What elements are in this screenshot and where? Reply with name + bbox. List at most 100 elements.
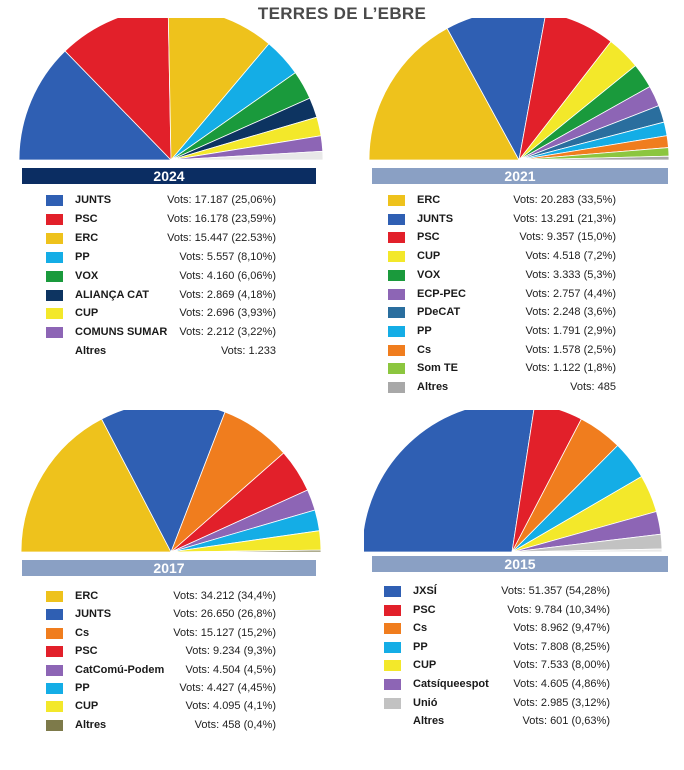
legend-item: Cs Vots: 8.962 (9,47%) bbox=[384, 621, 610, 636]
legend-votes-label: Vots: 15.127 (15,2%) bbox=[173, 626, 276, 639]
legend-party-label: ECP-PEC bbox=[417, 287, 466, 300]
legend-party-label: ERC bbox=[417, 194, 441, 206]
legend-votes-label: Vots: 3.333 (5,3%) bbox=[525, 268, 617, 281]
legend-party-label: JUNTS bbox=[417, 212, 454, 225]
pie-slice-jxs- bbox=[364, 410, 535, 553]
legend-item: COMUNS SUMAR Vots: 2.212 (3,22%) bbox=[46, 325, 276, 340]
legend-swatch bbox=[46, 591, 63, 602]
legend-swatch bbox=[388, 251, 405, 263]
legend-swatch bbox=[388, 195, 405, 206]
legend-item: ERC Vots: 20.283 (33,5%) bbox=[388, 193, 616, 208]
legend-votes-label: Vots: 4.504 (4,5%) bbox=[185, 663, 277, 676]
legend-votes-label: Vots: 2.212 (3,22%) bbox=[179, 326, 276, 339]
legend-votes-label: Vots: 4.095 (4,1%) bbox=[185, 700, 277, 713]
legend-party-label: Cs bbox=[413, 622, 428, 635]
legend-party-label: Catsíqueespot bbox=[413, 678, 489, 690]
legend-swatch bbox=[46, 213, 63, 225]
legend-party-label: PP bbox=[75, 250, 90, 263]
legend-party-label: PP bbox=[413, 640, 428, 653]
legend-swatch bbox=[384, 623, 401, 635]
legend-party-label: Cs bbox=[417, 343, 432, 356]
legend-votes-label: Vots: 1.578 (2,5%) bbox=[525, 343, 617, 356]
half-pie-chart bbox=[20, 410, 322, 553]
legend-party-label: Altres bbox=[75, 345, 107, 358]
legend-item: PP Vots: 1.791 (2,9%) bbox=[388, 324, 616, 339]
legend-votes-label: Vots: 1.791 (2,9%) bbox=[525, 324, 617, 337]
legend-party-label: ERC bbox=[75, 231, 99, 244]
legend-votes-label: Vots: 2.985 (3,12%) bbox=[513, 696, 610, 709]
legend-swatch bbox=[46, 683, 63, 694]
legend-votes-label: Vots: 458 (0,4%) bbox=[194, 718, 276, 731]
legend-votes-label: Vots: 7.808 (8,25%) bbox=[513, 640, 610, 653]
legend-item: PDeCAT Vots: 2.248 (3,6%) bbox=[388, 305, 616, 320]
legend-item: PSC Vots: 9.357 (15,0%) bbox=[388, 230, 616, 245]
year-bar: 2017 bbox=[22, 560, 316, 576]
legend-party-label: PSC bbox=[413, 603, 436, 616]
legend-party-label: PP bbox=[417, 324, 432, 337]
legend-item: CatComú-Podem Vots: 4.504 (4,5%) bbox=[46, 663, 276, 678]
legend-item: PP Vots: 5.557 (8,10%) bbox=[46, 250, 276, 265]
legend-votes-label: Vots: 2.869 (4,18%) bbox=[179, 288, 276, 301]
legend-item: Altres Vots: 1.233 bbox=[46, 344, 276, 359]
legend-party-label: PSC bbox=[75, 212, 98, 225]
legend-votes-label: Vots: 9.234 (9,3%) bbox=[185, 645, 277, 658]
legend-item: Cs Vots: 1.578 (2,5%) bbox=[388, 343, 616, 358]
legend-party-label: ERC bbox=[75, 590, 99, 602]
legend-swatch bbox=[46, 664, 63, 676]
pie-slice-altres bbox=[511, 548, 663, 553]
legend-votes-label: Vots: 8.962 (9,47%) bbox=[513, 622, 610, 635]
legend-swatch bbox=[46, 627, 63, 639]
legend-votes-label: Vots: 2.757 (4,4%) bbox=[525, 287, 617, 300]
legend-swatch bbox=[46, 719, 63, 731]
legend-party-label: CUP bbox=[413, 659, 437, 672]
legend-votes-label: Vots: 485 bbox=[570, 381, 616, 393]
legend-party-label: Altres bbox=[417, 381, 449, 393]
legend-item: PSC Vots: 9.784 (10,34%) bbox=[384, 603, 610, 618]
legend-swatch bbox=[46, 195, 63, 206]
legend-votes-label: Vots: 4.518 (7,2%) bbox=[525, 250, 617, 263]
legend-votes-label: Vots: 34.212 (34,4%) bbox=[173, 590, 276, 602]
legend-item: VOX Vots: 3.333 (5,3%) bbox=[388, 268, 616, 283]
legend-item: CUP Vots: 4.518 (7,2%) bbox=[388, 249, 616, 264]
half-pie-chart bbox=[368, 18, 670, 162]
legend-votes-label: Vots: 5.557 (8,10%) bbox=[179, 250, 276, 263]
legend-item: JUNTS Vots: 26.650 (26,8%) bbox=[46, 607, 276, 622]
legend-item: Altres Vots: 485 bbox=[388, 380, 616, 395]
legend-swatch bbox=[388, 307, 405, 319]
legend-votes-label: Vots: 9.784 (10,34%) bbox=[507, 603, 610, 616]
pie-slice-junts bbox=[18, 50, 172, 161]
legend-party-label: ALIANÇA CAT bbox=[75, 288, 149, 301]
legend-party-label: PSC bbox=[75, 645, 98, 658]
legend-votes-label: Vots: 9.357 (15,0%) bbox=[519, 231, 616, 244]
legend-votes-label: Vots: 7.533 (8,00%) bbox=[513, 659, 610, 672]
legend-votes-label: Vots: 1.122 (1,8%) bbox=[525, 362, 617, 375]
legend-swatch bbox=[388, 325, 405, 337]
legend-swatch bbox=[384, 697, 401, 709]
legend-item: PP Vots: 4.427 (4,45%) bbox=[46, 681, 276, 696]
legend-swatch bbox=[384, 604, 401, 616]
legend-party-label: CUP bbox=[75, 307, 99, 320]
legend-party-label: VOX bbox=[75, 269, 99, 282]
legend-votes-label: Vots: 16.178 (23,59%) bbox=[167, 212, 276, 225]
legend-item: VOX Vots: 4.160 (6,06%) bbox=[46, 269, 276, 284]
legend-swatch bbox=[388, 382, 405, 393]
legend-swatch bbox=[46, 251, 63, 263]
legend-swatch bbox=[46, 327, 63, 339]
legend-swatch bbox=[46, 289, 63, 301]
legend-swatch bbox=[384, 586, 401, 597]
legend-party-label: PP bbox=[75, 682, 90, 694]
legend-item: ERC Vots: 34.212 (34,4%) bbox=[46, 589, 276, 604]
legend-swatch bbox=[384, 679, 401, 690]
chart-panel-2015: 2015 JXSÍ Vots: 51.357 (54,28%) PSC Vots: 9.… bbox=[364, 410, 684, 770]
legend-item: Som TE Vots: 1.122 (1,8%) bbox=[388, 361, 616, 376]
chart-panel-2021: 2021 ERC Vots: 20.283 (33,5%) JUNTS Vots: 13… bbox=[364, 18, 684, 393]
legend-swatch bbox=[388, 213, 405, 225]
legend: JUNTS Vots: 17.187 (25,06%) PSC Vots: 16.17… bbox=[46, 193, 276, 363]
legend-party-label: Altres bbox=[413, 715, 445, 728]
pie-slice-junts bbox=[101, 410, 226, 553]
year-bar: 2015 bbox=[372, 556, 668, 572]
pie-slice-junts bbox=[446, 18, 546, 162]
half-pie-chart bbox=[18, 18, 324, 162]
legend-party-label: COMUNS SUMAR bbox=[75, 326, 168, 339]
legend-swatch bbox=[46, 646, 63, 658]
